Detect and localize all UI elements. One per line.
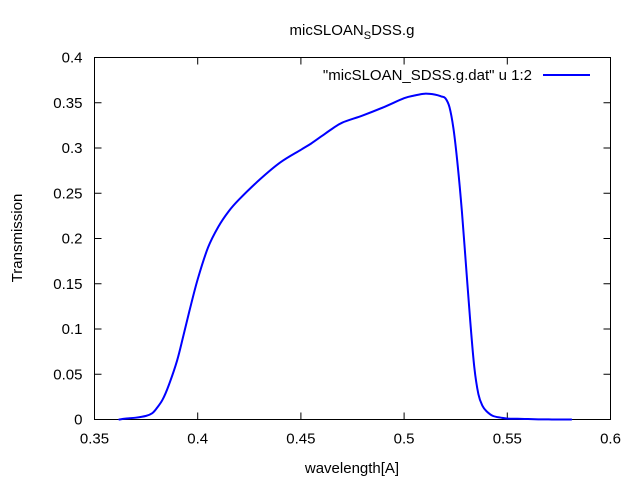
legend: "micSLOAN_SDSS.g.dat" u 1:2 [323, 67, 590, 84]
x-axis-title: wavelength[A] [304, 460, 399, 477]
y-tick-label: 0.2 [62, 231, 83, 248]
y-tick-label: 0.25 [53, 185, 82, 202]
x-axis: 0.35 0.4 0.45 0.5 0.55 0.6 [80, 57, 621, 448]
y-tick-label: 0.3 [62, 140, 83, 157]
y-tick-label: 0 [74, 412, 82, 429]
y-axis-title: Transmission [9, 194, 26, 283]
y-tick-label: 0.4 [62, 50, 83, 67]
x-tick-label: 0.35 [80, 431, 109, 448]
x-tick-label: 0.6 [600, 431, 621, 448]
chart-title-subscript: S [364, 30, 371, 42]
y-tick-label: 0.35 [53, 95, 82, 112]
x-tick-label: 0.45 [286, 431, 315, 448]
y-axis: 0 0.05 0.1 0.15 0.2 0.25 0.3 0.35 0.4 [53, 50, 611, 429]
plot-frame [94, 57, 611, 420]
x-tick-label: 0.5 [394, 431, 415, 448]
chart-title-main: micSLOAN [290, 22, 364, 39]
chart-title: micSLOANSDSS.g [290, 22, 415, 42]
y-tick-label: 0.15 [53, 276, 82, 293]
x-tick-label: 0.4 [187, 431, 208, 448]
chart-title-rest: DSS.g [371, 22, 414, 39]
y-tick-label: 0.1 [62, 321, 83, 338]
legend-entry-label: "micSLOAN_SDSS.g.dat" u 1:2 [323, 67, 532, 84]
y-tick-label: 0.05 [53, 366, 82, 383]
x-tick-label: 0.55 [493, 431, 522, 448]
series-line [118, 92, 573, 421]
